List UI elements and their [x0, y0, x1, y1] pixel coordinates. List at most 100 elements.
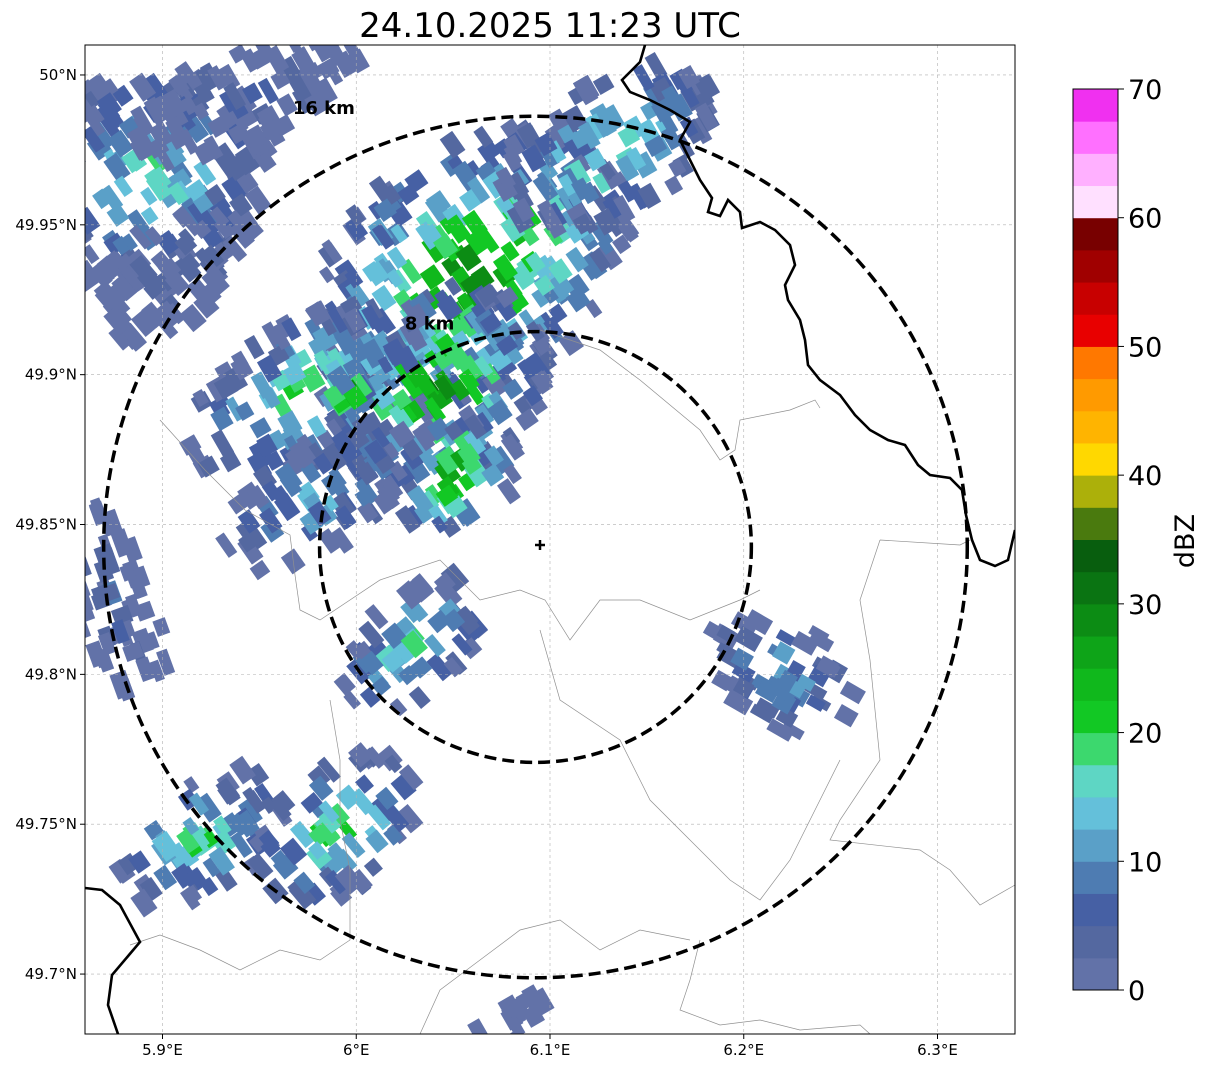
- radar-gate: [140, 206, 159, 225]
- radar-gate: [366, 804, 392, 831]
- radar-gate: [207, 65, 229, 91]
- radar-gate: [474, 355, 494, 378]
- radar-gate: [522, 385, 543, 407]
- radar-gate: [35, 193, 55, 215]
- radar-gate: [791, 630, 820, 656]
- radar-gate: [749, 703, 775, 724]
- radar-gate: [121, 233, 138, 252]
- radar-gate: [439, 130, 466, 159]
- radar-gate: [502, 378, 524, 400]
- colorbar-bin: [1073, 89, 1118, 122]
- radar-gate: [390, 223, 408, 244]
- municipal-border-line: [129, 699, 351, 971]
- radar-gate: [209, 199, 237, 228]
- x-tick-label: 5.9°E: [142, 1041, 183, 1059]
- radar-gate: [772, 641, 796, 665]
- radar-gate: [397, 183, 420, 206]
- radar-gate: [122, 641, 145, 663]
- radar-gate: [193, 160, 217, 186]
- radar-gate: [343, 307, 367, 334]
- radar-gate: [458, 472, 477, 492]
- x-tick-label: 6.3°E: [917, 1041, 958, 1059]
- radar-gate: [333, 672, 356, 696]
- radar-gate: [383, 825, 404, 846]
- radar-gate: [776, 669, 799, 693]
- radar-gate: [221, 104, 241, 125]
- radar-gate: [308, 841, 327, 860]
- radar-gate: [51, 146, 70, 166]
- radar-gate: [365, 829, 389, 854]
- radar-gate: [805, 694, 826, 712]
- radar-gate: [174, 61, 197, 85]
- radar-gate: [243, 334, 265, 360]
- radar-gate: [405, 327, 428, 352]
- radar-gate: [359, 686, 381, 708]
- radar-gate: [322, 10, 340, 32]
- radar-gate: [435, 484, 459, 507]
- radar-gate: [91, 584, 111, 610]
- radar-gate: [325, 418, 343, 437]
- radar-gate: [424, 397, 447, 423]
- radar-gate: [207, 115, 230, 138]
- radar-gate: [247, 484, 270, 510]
- radar-gate: [276, 93, 298, 117]
- radar-gate: [309, 0, 327, 21]
- radar-gate: [565, 287, 591, 313]
- radar-gate: [597, 237, 615, 256]
- radar-gate: [394, 505, 421, 534]
- radar-gate: [153, 864, 178, 891]
- radar-gate: [775, 706, 799, 728]
- radar-gate: [386, 268, 404, 288]
- radar-gate: [424, 633, 446, 658]
- radar-gate: [227, 122, 251, 145]
- radar-gate: [371, 426, 391, 449]
- radar-gate: [259, 121, 278, 140]
- radar-gate: [270, 69, 291, 90]
- colorbar-bin: [1073, 378, 1118, 412]
- radar-gate: [60, 250, 77, 268]
- radar-gate: [314, 819, 341, 847]
- radar-gate: [213, 815, 232, 836]
- radar-gate: [503, 463, 522, 485]
- radar-gate: [135, 656, 156, 683]
- radar-gate: [375, 786, 399, 811]
- echo-cluster: [394, 404, 525, 538]
- radar-gate: [103, 152, 131, 183]
- radar-gate: [475, 282, 501, 308]
- radar-gate: [364, 746, 387, 769]
- national-border-line: [620, 45, 1015, 568]
- radar-gate: [572, 213, 594, 235]
- x-tick-label: 6.1°E: [530, 1041, 571, 1059]
- radar-gate: [754, 697, 780, 719]
- radar-gate: [427, 390, 445, 411]
- radar-gate: [224, 365, 249, 393]
- radar-gate: [679, 81, 703, 109]
- radar-gate: [324, 385, 345, 407]
- radar-gate: [183, 892, 201, 911]
- radar-gate: [129, 72, 157, 102]
- y-tick-label: 49.95°N: [15, 216, 77, 234]
- radar-gate: [766, 718, 795, 742]
- colorbar-bin: [1073, 861, 1118, 894]
- colorbar-bin: [1073, 314, 1118, 347]
- radar-gate: [25, 176, 51, 204]
- radar-gate: [443, 656, 464, 678]
- radar-gate: [120, 265, 144, 291]
- radar-gate: [395, 804, 424, 834]
- radar-gate: [444, 214, 472, 244]
- radar-gate: [530, 370, 554, 395]
- colorbar-tick-label: 20: [1128, 719, 1162, 750]
- gridlines: [85, 45, 1015, 1034]
- radar-gate: [433, 375, 457, 401]
- colorbar-bin: [1073, 153, 1118, 187]
- radar-gate: [111, 274, 137, 302]
- radar-gate: [532, 173, 559, 203]
- radar-gate: [609, 194, 636, 226]
- radar-gate: [229, 755, 256, 785]
- radar-gate: [187, 199, 213, 228]
- radar-gate: [434, 445, 463, 475]
- radar-gate: [333, 50, 358, 79]
- radar-gate: [97, 631, 117, 656]
- radar-gate: [248, 46, 273, 70]
